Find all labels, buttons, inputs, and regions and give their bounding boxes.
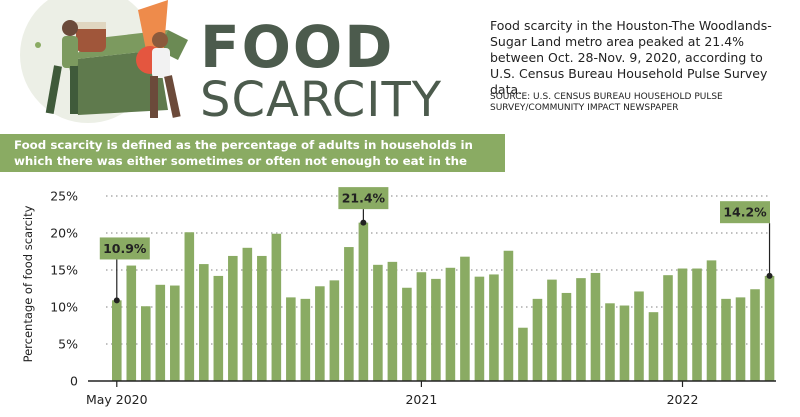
banner-bold: Food scarcity	[14, 138, 103, 152]
x-tick-label: May 2020	[86, 392, 148, 407]
y-axis-label: Percentage of food scarcity	[21, 205, 35, 362]
header: FOOD SCARCITY Food scarcity in the Houst…	[0, 0, 800, 130]
bar	[692, 268, 702, 381]
bar	[721, 298, 731, 381]
description: Food scarcity in the Houston-The Woodlan…	[490, 18, 772, 97]
title-line-2: SCARCITY	[200, 72, 443, 128]
bar	[228, 255, 238, 381]
annotation-box	[720, 201, 770, 224]
bar	[242, 247, 253, 381]
bar	[445, 267, 456, 381]
annotations: 10.9% 21.4% 14.2%	[99, 187, 773, 304]
bar	[184, 232, 195, 381]
bar	[561, 292, 572, 381]
y-tick-label: 0	[70, 374, 78, 389]
bar	[271, 233, 282, 381]
bar	[547, 279, 557, 381]
bars	[112, 222, 775, 381]
bar	[329, 280, 340, 381]
bar	[155, 284, 166, 381]
grocery-box-illustration-icon	[20, 0, 188, 123]
annotation-dot	[766, 272, 773, 279]
y-tick-label: 5%	[58, 337, 78, 352]
bar	[431, 278, 441, 381]
bar	[474, 276, 485, 381]
title-line-1: FOOD	[200, 13, 395, 81]
y-tick-label: 15%	[50, 263, 78, 278]
bar	[663, 275, 673, 381]
bar	[605, 303, 615, 381]
bar	[460, 256, 470, 381]
bar	[170, 285, 180, 381]
annotation-dot	[113, 297, 120, 304]
y-tick-label: 10%	[50, 300, 78, 315]
banner-text: is defined as the percentage of adults i…	[14, 138, 473, 184]
annotation-dot	[360, 219, 367, 226]
annotation-box	[338, 187, 389, 210]
bar	[358, 222, 369, 381]
x-tick-label: 2022	[667, 392, 699, 407]
bar	[141, 306, 151, 381]
bar	[503, 250, 514, 381]
annotation-label: 21.4%	[342, 191, 386, 206]
bar	[764, 275, 775, 381]
bar	[373, 264, 383, 381]
source-note: SOURCE: U.S. CENSUS BUREAU HOUSEHOLD PUL…	[490, 92, 723, 113]
x-tick-label: 2021	[405, 392, 437, 407]
bar	[315, 286, 325, 381]
bar	[532, 298, 543, 381]
bar	[387, 261, 398, 381]
x-axis: May 2020 2021 2022	[86, 380, 776, 407]
bar	[648, 312, 659, 381]
annotation-label: 14.2%	[723, 205, 767, 220]
bar	[677, 268, 688, 381]
bar	[706, 260, 717, 381]
bar	[489, 274, 499, 381]
bar	[518, 327, 528, 381]
bar	[199, 264, 209, 381]
bar	[300, 298, 311, 381]
bar	[112, 300, 122, 381]
annotation-box	[99, 237, 150, 260]
bar	[634, 291, 644, 381]
bar	[735, 297, 746, 381]
bar	[213, 275, 224, 381]
bar	[750, 289, 760, 381]
bar	[257, 255, 267, 381]
bar	[126, 265, 137, 381]
bar	[416, 272, 427, 381]
definition-banner: Food scarcity is defined as the percenta…	[0, 134, 505, 184]
bar	[402, 287, 412, 381]
bar	[590, 272, 601, 381]
bar	[344, 247, 354, 381]
bar	[576, 278, 586, 381]
y-tick-label: 20%	[50, 226, 78, 241]
bar	[619, 305, 630, 381]
y-axis-ticks: 0 5% 10% 15% 20% 25%	[50, 189, 78, 389]
bar-chart: 0 5% 10% 15% 20% 25% May 2020 2021 2022 10.9% 21…	[21, 187, 776, 407]
annotation-label: 10.9%	[103, 241, 147, 256]
y-tick-label: 25%	[50, 189, 78, 204]
bar	[286, 297, 296, 381]
